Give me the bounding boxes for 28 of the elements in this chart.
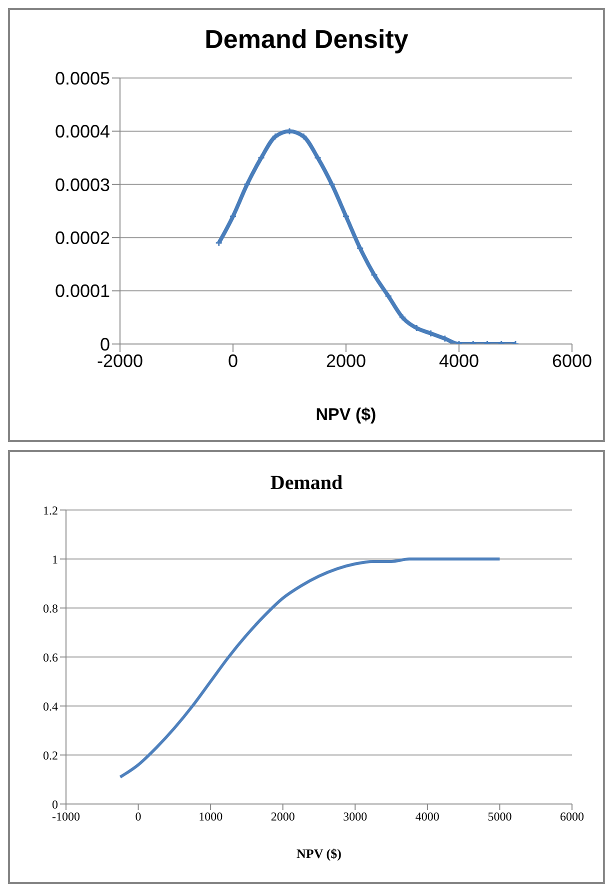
x-tick-label: 6000 (560, 810, 584, 824)
x-tick-label: -1000 (52, 810, 80, 824)
x-axis-title: NPV ($) (296, 846, 342, 861)
x-tick-label: 3000 (343, 810, 368, 824)
y-tick-label: 0.2 (43, 748, 58, 762)
x-tick-label: 2000 (326, 350, 366, 371)
x-tick-label: 2000 (270, 810, 295, 824)
y-tick-label: 0.0002 (54, 228, 110, 248)
y-tick-label: 0.6 (43, 650, 58, 664)
y-tick-label: 0.8 (43, 601, 58, 616)
y-tick-label: 1 (52, 552, 58, 566)
y-tick-label: 0.0005 (54, 68, 110, 88)
x-tick-label: 1000 (198, 810, 223, 824)
y-tick-label: 0 (52, 797, 58, 812)
chart-title: Demand (269, 472, 344, 496)
chart-title: Demand Density (204, 24, 410, 56)
y-tick-label: 0.4 (43, 699, 58, 714)
y-tick-label: 0.0001 (54, 281, 110, 302)
x-tick-label: 0 (135, 810, 142, 824)
x-tick-label: 5000 (488, 810, 512, 824)
y-tick-label: 0.0004 (54, 122, 110, 142)
x-tick-label: 4000 (415, 810, 440, 824)
x-tick-label: 6000 (552, 350, 592, 371)
y-tick-label: 0.0003 (54, 174, 110, 195)
x-tick-label: 0 (228, 350, 238, 371)
y-tick-label: 1.2 (43, 503, 58, 518)
x-axis-title: NPV ($) (316, 405, 376, 424)
x-tick-label: 4000 (438, 350, 480, 371)
